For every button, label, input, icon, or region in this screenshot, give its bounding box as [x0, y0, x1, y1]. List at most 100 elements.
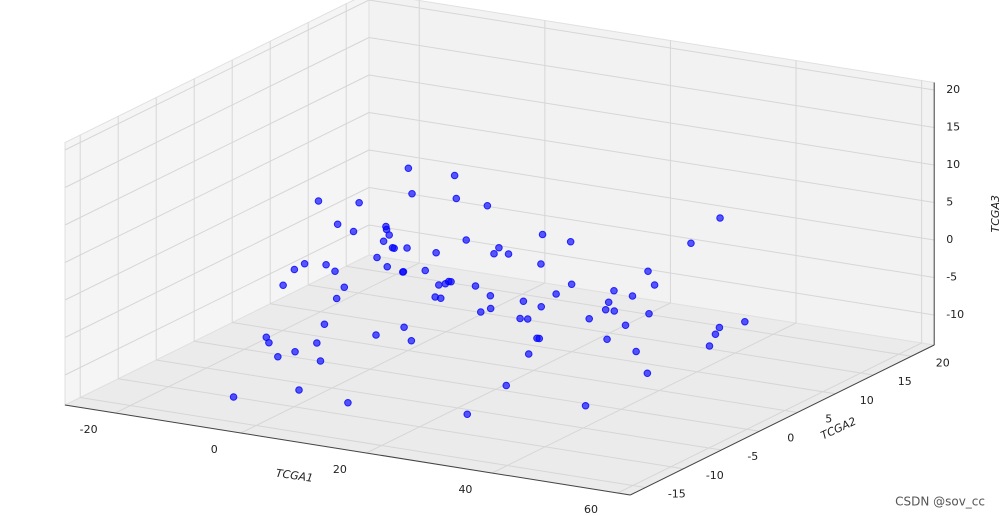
point — [279, 281, 287, 290]
point — [372, 331, 380, 339]
x-tick-label: -20 — [80, 423, 98, 436]
point — [537, 302, 546, 311]
point — [400, 323, 408, 332]
point — [516, 314, 524, 323]
point — [333, 220, 342, 229]
y-tick-label: 5 — [825, 413, 832, 426]
point — [621, 321, 630, 330]
point — [486, 291, 495, 300]
point — [524, 350, 533, 358]
point — [632, 347, 640, 356]
point — [490, 249, 498, 258]
z-tick-label: 10 — [946, 158, 960, 171]
point — [711, 330, 720, 339]
x-axis — [64, 404, 631, 496]
grid-line — [368, 187, 935, 278]
grid-line — [156, 359, 722, 451]
grid-line — [118, 378, 684, 470]
y-tick-label: 20 — [936, 356, 950, 369]
point — [331, 267, 339, 276]
grid-line — [64, 149, 370, 301]
y-tick-label: -10 — [706, 469, 724, 482]
point — [382, 222, 390, 231]
point — [715, 323, 724, 332]
point — [355, 198, 363, 207]
point — [741, 317, 749, 326]
point — [403, 244, 411, 252]
grid-line — [80, 397, 646, 488]
point — [483, 201, 492, 210]
y-tick-label: 15 — [898, 375, 912, 388]
x-tick-label: 40 — [458, 483, 472, 496]
z-tick-label: -10 — [946, 308, 964, 321]
point — [450, 171, 459, 180]
point — [300, 259, 309, 268]
z-tick-label: 0 — [946, 233, 953, 246]
grid-line — [491, 322, 797, 474]
z-tick-label: 15 — [946, 121, 960, 134]
point — [407, 336, 416, 345]
grid-line — [366, 302, 671, 454]
point — [383, 262, 392, 271]
point — [523, 315, 532, 323]
point — [373, 253, 381, 262]
point — [431, 293, 439, 301]
point — [444, 277, 453, 286]
grid-line — [64, 0, 370, 151]
z-tick-label: 5 — [946, 196, 953, 209]
y-axis — [629, 344, 935, 496]
point — [432, 248, 440, 257]
point — [421, 266, 430, 275]
z-tick-label: 20 — [946, 83, 960, 96]
point — [610, 286, 618, 295]
grid-line — [368, 74, 935, 166]
point — [486, 304, 495, 313]
point — [538, 230, 547, 239]
point — [581, 401, 590, 410]
point — [452, 194, 461, 203]
point — [502, 381, 511, 390]
point — [495, 243, 503, 252]
point — [404, 164, 413, 173]
point — [295, 386, 303, 394]
point — [320, 320, 329, 329]
point — [601, 305, 610, 314]
point — [229, 393, 238, 401]
point — [408, 189, 416, 198]
grid-line — [368, 149, 935, 241]
point — [399, 267, 408, 276]
y-tick-label: -15 — [668, 488, 686, 501]
grid-line — [368, 112, 935, 203]
point — [291, 347, 299, 356]
point — [645, 309, 653, 318]
grid-line — [194, 340, 760, 432]
point — [644, 267, 652, 276]
grid-line — [368, 0, 935, 91]
point — [650, 281, 659, 289]
grid-line — [64, 112, 370, 263]
point — [552, 290, 560, 298]
point — [316, 357, 325, 365]
watermark: CSDN @sov_cc — [895, 495, 985, 509]
point — [519, 297, 528, 306]
grid-line — [308, 284, 874, 376]
point — [705, 342, 714, 350]
point — [535, 334, 544, 343]
point — [262, 333, 271, 342]
point — [716, 214, 724, 222]
point — [476, 308, 485, 316]
point — [567, 280, 576, 289]
point — [332, 294, 341, 303]
grid-line — [64, 37, 370, 188]
y-tick-label: 10 — [860, 394, 874, 407]
x-tick-label: 60 — [584, 503, 598, 516]
point — [349, 227, 358, 236]
grid-line — [64, 187, 370, 338]
point — [290, 265, 299, 274]
point — [537, 260, 545, 268]
grid-line — [64, 224, 370, 376]
grid-line — [270, 303, 836, 395]
point — [643, 369, 652, 378]
z-tick-label: -5 — [946, 271, 957, 284]
